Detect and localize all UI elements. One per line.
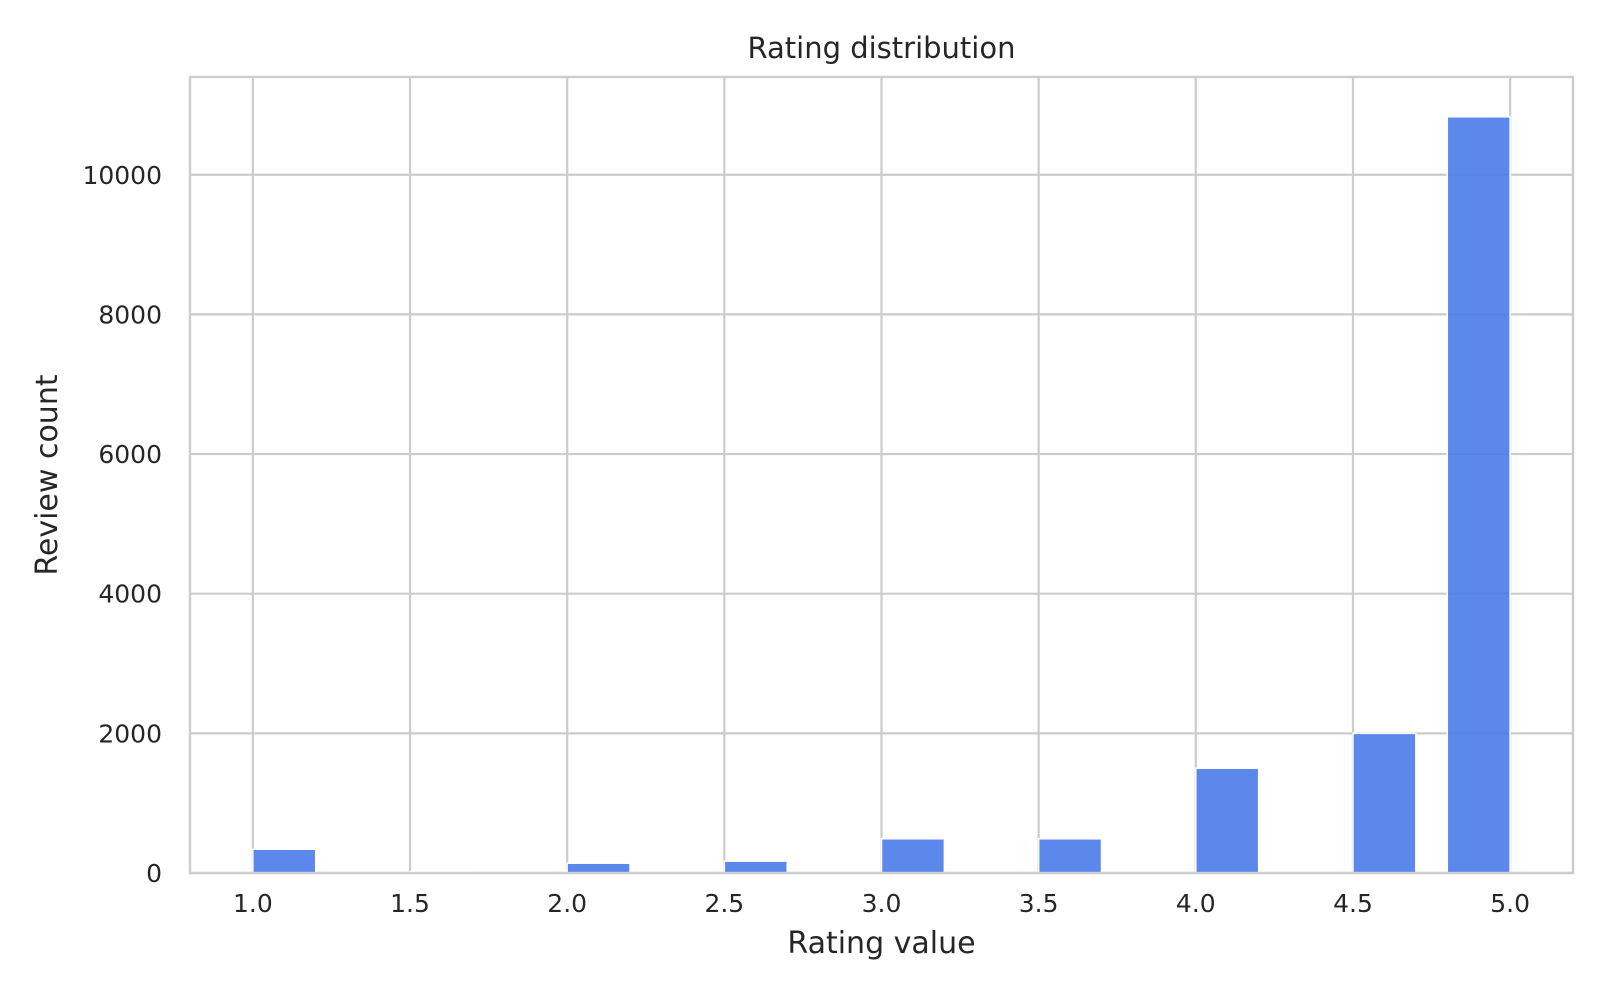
histogram-bar (252, 848, 317, 874)
chart-title: Rating distribution (748, 31, 1016, 65)
x-tick-label: 4.0 (1176, 889, 1216, 918)
x-tick-label: 5.0 (1490, 889, 1530, 918)
histogram-bar (1195, 767, 1260, 874)
y-tick-label: 4000 (98, 580, 162, 609)
x-tick-label: 4.5 (1333, 889, 1373, 918)
y-tick-label: 6000 (98, 440, 162, 469)
histogram-bar (1037, 838, 1103, 874)
x-tick-label: 2.5 (704, 889, 744, 918)
x-axis-label: Rating value (787, 926, 975, 961)
histogram-bar (566, 862, 631, 874)
y-tick-label: 0 (146, 859, 162, 888)
x-tick-label: 2.0 (547, 889, 587, 918)
x-tick-label: 1.5 (390, 889, 430, 918)
y-axis-label: Review count (30, 374, 65, 575)
histogram-bar (880, 838, 946, 874)
histogram-bar (1352, 732, 1417, 874)
x-tick-label: 3.5 (1019, 889, 1059, 918)
y-tick-label: 8000 (98, 300, 162, 329)
y-tick-label: 10000 (82, 161, 162, 190)
ticks-layer: 1.0 1.5 2.0 2.5 3.0 3.5 4.0 4.5 5.0 0 2000 4000 6000… (82, 161, 1530, 918)
x-tick-label: 3.0 (862, 889, 902, 918)
axes-frame (188, 75, 1575, 875)
histogram-bar (723, 860, 788, 874)
x-tick-label: 1.0 (233, 889, 273, 918)
y-tick-label: 2000 (98, 719, 162, 748)
histogram-bar (1446, 116, 1511, 874)
